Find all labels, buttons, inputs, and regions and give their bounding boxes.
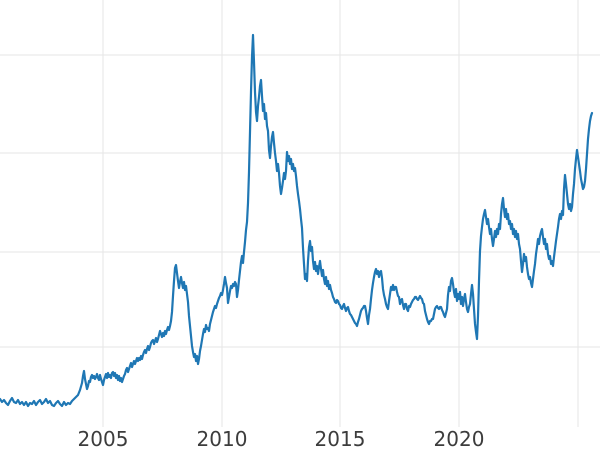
x-tick-label-2010: 2010: [197, 427, 248, 450]
x-tick-label-2015: 2015: [315, 427, 366, 450]
x-axis-tick-labels: 2005 2010 2015 2020: [78, 427, 485, 450]
x-tick-label-2005: 2005: [78, 427, 129, 450]
x-tick-label-2020: 2020: [434, 427, 485, 450]
line-series: [0, 33, 594, 408]
gridlines: [0, 0, 600, 427]
